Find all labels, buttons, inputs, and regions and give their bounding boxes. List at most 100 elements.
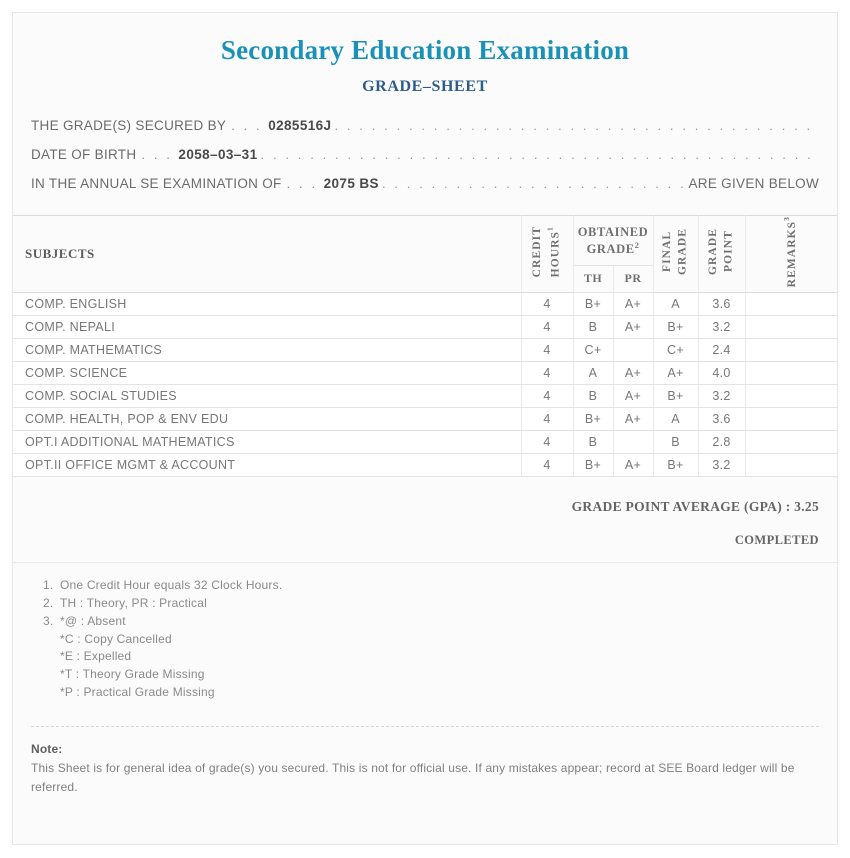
note-separator — [31, 725, 819, 727]
column-header-subjects: SUBJECTS — [13, 214, 522, 294]
obtained-grade-label: OBTAINED GRADE — [577, 225, 649, 257]
column-header-pr: PR — [624, 270, 642, 285]
footnote-subitem: *C : Copy Cancelled — [60, 631, 172, 646]
column-header-credit-hours: CREDIT HOURS1 — [521, 214, 574, 294]
cell-remarks — [745, 384, 837, 409]
cell-grade-point: 3.6 — [698, 292, 746, 317]
cell-pr: A+ — [613, 315, 654, 340]
footnote-separator — [13, 562, 837, 564]
footnotes-block: 1. One Credit Hour equals 32 Clock Hours… — [13, 563, 837, 701]
cell-credit: 4 — [521, 292, 574, 317]
cell-remarks — [745, 453, 837, 478]
cell-th: B+ — [573, 453, 614, 478]
cell-credit: 4 — [521, 361, 574, 386]
gradesheet-card: Secondary Education Examination GRADE–SH… — [12, 12, 838, 845]
cell-subject: OPT.I ADDITIONAL MATHEMATICS — [13, 430, 522, 455]
footnote-marker-1: 1 — [545, 226, 555, 231]
info-row-date-of-birth: DATE OF BIRTH . . . . . 2058–03–31 . . .… — [31, 147, 819, 176]
footnote-text: *@ : Absent — [60, 613, 126, 628]
footnote-text: TH : Theory, PR : Practical — [60, 596, 207, 611]
dot-leader-fill: . . . . . . . . . . . . . . . . . . . . … — [381, 176, 687, 191]
credit-hours-label: CREDIT HOURS — [531, 225, 562, 278]
cell-credit: 4 — [521, 315, 574, 340]
cell-credit: 4 — [521, 338, 574, 363]
info-trailing-text: ARE GIVEN BELOW — [688, 176, 819, 191]
table-body: COMP. ENGLISH 4 B+ A+ A 3.6 COMP. NEPALI… — [13, 292, 837, 478]
cell-final-grade: B+ — [653, 453, 699, 478]
cell-credit: 4 — [521, 384, 574, 409]
table-row: COMP. SOCIAL STUDIES 4 B A+ B+ 3.2 — [13, 384, 837, 409]
cell-subject: OPT.II OFFICE MGMT & ACCOUNT — [13, 453, 522, 478]
footnote-number: 1. — [43, 578, 54, 593]
remarks-label: REMARKS — [785, 220, 798, 288]
footnote-item: 2. TH : Theory, PR : Practical — [43, 595, 819, 613]
note-title: Note: — [31, 741, 63, 756]
info-label: THE GRADE(S) SECURED BY — [31, 118, 227, 133]
cell-final-grade: B+ — [653, 315, 699, 340]
column-header-remarks: REMARKS3 — [745, 214, 837, 294]
page-title: Secondary Education Examination — [220, 35, 630, 65]
cell-grade-point: 2.8 — [698, 430, 746, 455]
table-row: OPT.II OFFICE MGMT & ACCOUNT 4 B+ A+ B+ … — [13, 453, 837, 478]
footnote-number: 2. — [43, 596, 54, 611]
cell-th: B — [573, 384, 614, 409]
cell-grade-point: 3.2 — [698, 315, 746, 340]
cell-pr: A+ — [613, 453, 654, 478]
cell-remarks — [745, 407, 837, 432]
cell-credit: 4 — [521, 407, 574, 432]
cell-grade-point: 3.6 — [698, 407, 746, 432]
column-header-th: TH — [574, 265, 614, 292]
cell-pr: A+ — [613, 407, 654, 432]
cell-remarks — [745, 430, 837, 455]
cell-final-grade: A — [653, 292, 699, 317]
dot-leader-fill: . . . . . . . . . . . . . . . . . . . . … — [334, 118, 819, 133]
grades-table: SUBJECTS CREDIT HOURS1 OBTAINED GRADE2 T… — [13, 214, 837, 478]
cell-credit: 4 — [521, 430, 574, 455]
date-of-birth-value: 2058–03–31 — [178, 147, 258, 162]
cell-final-grade: A — [653, 407, 699, 432]
cell-th: B+ — [573, 292, 614, 317]
footnote-subitem: *E : Expelled — [60, 649, 132, 664]
cell-grade-point: 2.4 — [698, 338, 746, 363]
cell-grade-point: 3.2 — [698, 384, 746, 409]
footnote-item: 1. One Credit Hour equals 32 Clock Hours… — [43, 577, 819, 595]
cell-grade-point: 4.0 — [698, 361, 746, 386]
footnote-subitem: *P : Practical Grade Missing — [60, 684, 215, 699]
info-label: IN THE ANNUAL SE EXAMINATION OF — [31, 176, 282, 191]
cell-pr: A+ — [613, 361, 654, 386]
cell-pr — [613, 338, 654, 363]
table-row: COMP. MATHEMATICS 4 C+ C+ 2.4 — [13, 338, 837, 363]
cell-remarks — [745, 338, 837, 363]
cell-subject: COMP. HEALTH, POP & ENV EDU — [13, 407, 522, 432]
column-header-obtained-grade: OBTAINED GRADE2 TH PR — [573, 214, 654, 293]
cell-subject: COMP. NEPALI — [13, 315, 522, 340]
grade-point-label: GRADE POINT — [707, 228, 735, 276]
table-row: COMP. HEALTH, POP & ENV EDU 4 B+ A+ A 3.… — [13, 407, 837, 432]
cell-remarks — [745, 361, 837, 386]
column-header-grade-point: GRADE POINT — [698, 214, 746, 294]
cell-pr: A+ — [613, 292, 654, 317]
cell-subject: COMP. SOCIAL STUDIES — [13, 384, 522, 409]
cell-pr — [613, 430, 654, 455]
dot-leader-fill: . . . . . . . . . . . . . . . . . . . . … — [260, 147, 819, 162]
cell-final-grade: B — [653, 430, 699, 455]
cell-grade-point: 3.2 — [698, 453, 746, 478]
note-block: Note: This Sheet is for general idea of … — [13, 727, 837, 797]
cell-final-grade: C+ — [653, 338, 699, 363]
note-body: This Sheet is for general idea of grade(… — [31, 761, 795, 794]
footnote-marker-2: 2 — [634, 240, 640, 250]
cell-th: B+ — [573, 407, 614, 432]
table-row: OPT.I ADDITIONAL MATHEMATICS 4 B B 2.8 — [13, 430, 837, 455]
info-row-grades-secured-by: THE GRADE(S) SECURED BY . . . . . 028551… — [31, 118, 819, 147]
page-subtitle: GRADE–SHEET — [362, 78, 488, 95]
footnote-subitem: *T : Theory Grade Missing — [60, 667, 205, 682]
cell-credit: 4 — [521, 453, 574, 478]
cell-pr: A+ — [613, 384, 654, 409]
cell-subject: COMP. MATHEMATICS — [13, 338, 522, 363]
cell-final-grade: A+ — [653, 361, 699, 386]
column-header-final-grade: FINAL GRADE — [653, 214, 699, 294]
cell-subject: COMP. SCIENCE — [13, 361, 522, 386]
dot-leader: . . . . . — [286, 176, 324, 191]
cell-remarks — [745, 315, 837, 340]
student-info-block: THE GRADE(S) SECURED BY . . . . . 028551… — [13, 118, 837, 205]
